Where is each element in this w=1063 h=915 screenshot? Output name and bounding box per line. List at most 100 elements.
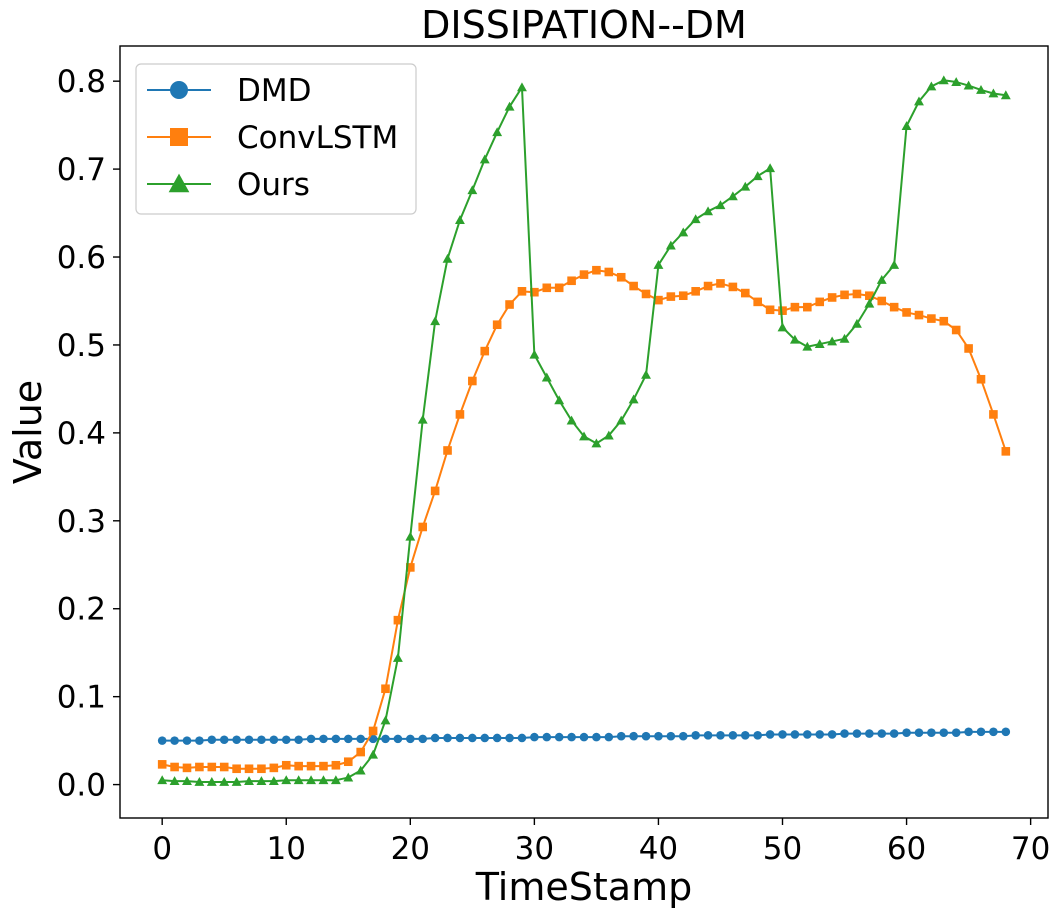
data-point-ours xyxy=(901,121,912,130)
data-point-ours xyxy=(951,77,962,87)
data-point-convlstm xyxy=(889,302,899,312)
data-point-dmd xyxy=(294,735,303,745)
data-point-dmd xyxy=(554,732,564,742)
data-point-convlstm xyxy=(703,281,713,291)
data-point-ours xyxy=(665,240,676,250)
data-point-convlstm xyxy=(951,325,961,335)
data-point-ours xyxy=(976,85,986,94)
data-point-ours xyxy=(641,369,651,379)
data-point-dmd xyxy=(505,733,514,743)
data-point-convlstm xyxy=(976,374,986,384)
data-point-convlstm xyxy=(542,283,552,293)
data-point-convlstm xyxy=(604,267,614,277)
x-axis-ticks: 0 10 20 30 40 50 60 70 xyxy=(152,818,1050,867)
data-point-dmd xyxy=(443,733,452,743)
y-tick-label: 0.7 xyxy=(57,152,106,188)
y-tick-label: 0.4 xyxy=(57,416,106,452)
data-point-dmd xyxy=(852,729,862,738)
data-point-dmd xyxy=(592,732,601,742)
data-point-ours xyxy=(281,775,292,785)
series-dmd xyxy=(157,727,1011,745)
data-point-ours xyxy=(318,775,329,785)
data-point-convlstm xyxy=(530,287,539,297)
data-point-ours xyxy=(653,259,664,269)
data-point-ours xyxy=(231,777,242,786)
data-point-convlstm xyxy=(393,615,403,625)
data-point-dmd xyxy=(306,734,316,744)
data-point-ours xyxy=(827,336,838,346)
data-point-dmd xyxy=(840,729,849,738)
data-point-dmd xyxy=(951,728,961,738)
data-point-dmd xyxy=(939,728,949,738)
data-point-convlstm xyxy=(678,291,688,301)
data-point-dmd xyxy=(368,734,378,744)
data-point-dmd xyxy=(468,733,477,743)
data-point-dmd xyxy=(542,732,552,742)
legend-marker-convlstm xyxy=(170,128,188,146)
data-point-ours xyxy=(715,200,726,210)
data-point-dmd xyxy=(418,734,428,744)
data-point-convlstm xyxy=(356,747,365,757)
data-point-ours xyxy=(392,653,403,662)
x-axis-label: TimeStamp xyxy=(475,865,692,909)
data-point-ours xyxy=(355,765,366,775)
legend-label-ours: Ours xyxy=(237,167,310,203)
data-point-convlstm xyxy=(554,283,564,293)
data-point-convlstm xyxy=(852,289,862,299)
data-point-dmd xyxy=(530,732,539,742)
data-point-convlstm xyxy=(455,410,465,419)
data-point-convlstm xyxy=(740,288,750,298)
data-point-ours xyxy=(963,80,974,90)
data-point-ours xyxy=(703,206,714,216)
data-point-convlstm xyxy=(207,762,217,772)
data-point-ours xyxy=(517,82,527,92)
data-point-dmd xyxy=(257,735,266,745)
x-tick-label: 60 xyxy=(887,831,926,867)
data-point-dmd xyxy=(803,730,812,739)
legend-box xyxy=(135,63,417,215)
data-point-convlstm xyxy=(443,446,452,455)
data-point-dmd xyxy=(976,727,986,737)
data-point-ours xyxy=(479,154,490,164)
data-point-ours xyxy=(814,339,825,349)
data-point-dmd xyxy=(567,732,576,742)
data-point-convlstm xyxy=(294,761,303,771)
data-point-dmd xyxy=(703,731,713,740)
data-point-dmd xyxy=(356,734,365,744)
data-point-ours xyxy=(740,181,751,191)
x-tick-label: 0 xyxy=(152,831,172,867)
data-point-dmd xyxy=(678,731,688,741)
data-point-dmd xyxy=(765,730,775,739)
legend-label-dmd: DMD xyxy=(237,73,312,109)
data-point-dmd xyxy=(629,731,638,741)
data-point-convlstm xyxy=(964,344,973,353)
data-point-dmd xyxy=(641,731,651,741)
y-axis-ticks: 0.0 0.1 0.2 0.3 0.4 0.5 0.6 0.7 0.8 xyxy=(57,64,120,804)
y-axis-label: Value xyxy=(6,380,50,484)
data-point-dmd xyxy=(492,733,502,743)
data-point-dmd xyxy=(331,734,341,744)
legend-marker-dmd xyxy=(170,81,188,99)
data-point-convlstm xyxy=(666,292,676,301)
data-point-ours xyxy=(430,316,441,326)
data-point-convlstm xyxy=(331,760,341,770)
data-point-convlstm xyxy=(939,316,949,326)
data-point-convlstm xyxy=(914,310,924,320)
data-point-convlstm xyxy=(281,760,291,770)
data-point-convlstm xyxy=(182,763,192,773)
data-point-convlstm xyxy=(492,320,502,330)
data-point-dmd xyxy=(207,735,217,745)
data-point-convlstm xyxy=(877,296,887,306)
data-point-convlstm xyxy=(765,305,775,315)
data-point-convlstm xyxy=(616,272,626,282)
data-point-ours xyxy=(988,88,999,98)
data-point-convlstm xyxy=(840,290,849,300)
legend-marker-ours xyxy=(168,173,190,193)
data-point-convlstm xyxy=(778,306,787,315)
legend-label-convlstm: ConvLSTM xyxy=(237,120,398,156)
data-point-ours xyxy=(591,438,602,448)
data-point-dmd xyxy=(232,735,241,745)
data-point-ours xyxy=(914,96,924,106)
data-point-dmd xyxy=(877,729,887,738)
data-point-dmd xyxy=(964,727,973,737)
